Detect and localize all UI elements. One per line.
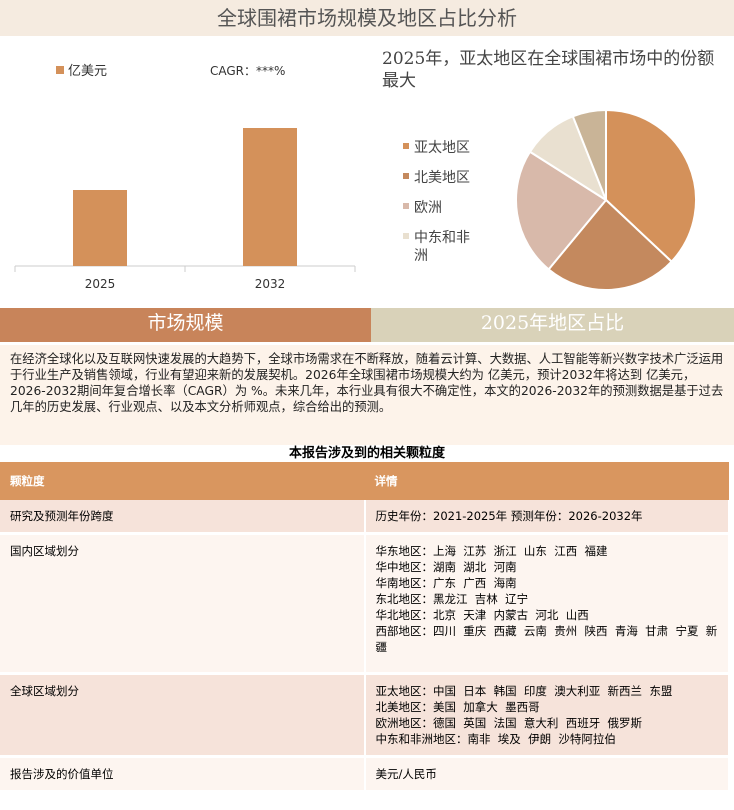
cell: 报告涉及的价值单位 (0, 756, 366, 793)
legend-swatch (56, 66, 64, 74)
table: 颗粒度 详情 研究及预测年份跨度 历史年份：2021-2025年 预测年份：2026… (0, 462, 730, 793)
x-tick-label: 2032 (255, 277, 286, 291)
table-header: 详情 (364, 462, 729, 500)
table-row: 国内区域划分 华东地区：上海 江苏 浙江 山东 江西 福建 华中地区：湖南 湖北 河… (0, 533, 730, 675)
section-label: 市场规模 (0, 308, 371, 342)
pie-slice (515, 150, 608, 271)
pie-slice (547, 198, 674, 291)
cell: 研究及预测年份跨度 (0, 500, 366, 535)
cell: 美元/人民币 (364, 756, 730, 793)
legend-swatch (403, 233, 409, 239)
cell-line: 美元/人民币 (375, 767, 437, 781)
cell-line: 北美地区：美国 加拿大 墨西哥 (375, 700, 540, 714)
legend-label: 亿美元 (68, 64, 107, 79)
table-header: 颗粒度 (0, 462, 365, 500)
bar (243, 128, 297, 266)
cell-line: 欧洲地区：德国 英国 法国 意大利 西班牙 俄罗斯 (375, 716, 643, 730)
page-title: 全球围裙市场规模及地区占比分析 (0, 0, 734, 36)
cell-line: 亚太地区：中国 日本 韩国 印度 澳大利亚 新西兰 东盟 (375, 684, 673, 698)
table-row: 报告涉及的价值单位 美元/人民币 (0, 756, 730, 793)
table-row: 全球区域划分 亚太地区：中国 日本 韩国 印度 澳大利亚 新西兰 东盟 北美地区：美… (0, 673, 730, 758)
cell-line: 中东和非洲地区：南非 埃及 伊朗 沙特阿拉伯 (375, 732, 616, 746)
pie-slice (605, 108, 697, 264)
legend-swatch (403, 143, 409, 149)
cell-line: 华东地区：上海 江苏 浙江 山东 江西 福建 (375, 544, 608, 558)
table-title: 本报告涉及到的相关颗粒度 (288, 446, 445, 461)
cell-line: 华南地区：广东 广西 海南 (375, 576, 517, 590)
cell: 全球区域划分 (0, 673, 366, 758)
legend-label: 中东和非 (414, 230, 470, 246)
cell-line: 东北地区：黑龙江 吉林 辽宁 (375, 592, 529, 606)
cell: 华东地区：上海 江苏 浙江 山东 江西 福建 华中地区：湖南 湖北 河南 华南地区：… (364, 533, 730, 675)
cell-line: 华北地区：北京 天津 内蒙古 河北 山西 (375, 608, 589, 622)
bar (73, 190, 127, 266)
pie-title: 2025年，亚太地区在全球围裙市场中的份额最大 (382, 49, 715, 91)
cell: 国内区域划分 (0, 533, 366, 675)
cell: 亚太地区：中国 日本 韩国 印度 澳大利亚 新西兰 东盟 北美地区：美国 加拿大 … (364, 673, 730, 758)
legend-label: 北美地区 (414, 170, 470, 186)
legend-label: 亚太地区 (414, 140, 470, 156)
cell-line: 历史年份：2021-2025年 预测年份：2026-2032年 (375, 509, 643, 523)
legend-label: 洲 (414, 248, 428, 264)
legend-label: 欧洲 (414, 200, 442, 216)
paragraph: 在经济全球化以及互联网快速发展的大趋势下，全球市场需求在不断释放，随着云计算、大… (0, 345, 734, 445)
annotation: CAGR：***% (210, 64, 285, 78)
cell-line: 西部地区：四川 重庆 西藏 云南 贵州 陕西 青海 甘肃 宁夏 新疆 (375, 624, 718, 654)
legend-swatch (403, 173, 409, 179)
pie-slice (571, 108, 607, 201)
table-row: 研究及预测年份跨度 历史年份：2021-2025年 预测年份：2026-2032年 (0, 500, 730, 535)
legend-swatch (403, 203, 409, 209)
cell-line: 华中地区：湖南 湖北 河南 (375, 560, 517, 574)
cell: 历史年份：2021-2025年 预测年份：2026-2032年 (364, 500, 730, 535)
section-label: 2025年地区占比 (371, 308, 734, 342)
x-tick-label: 2025 (85, 277, 116, 291)
